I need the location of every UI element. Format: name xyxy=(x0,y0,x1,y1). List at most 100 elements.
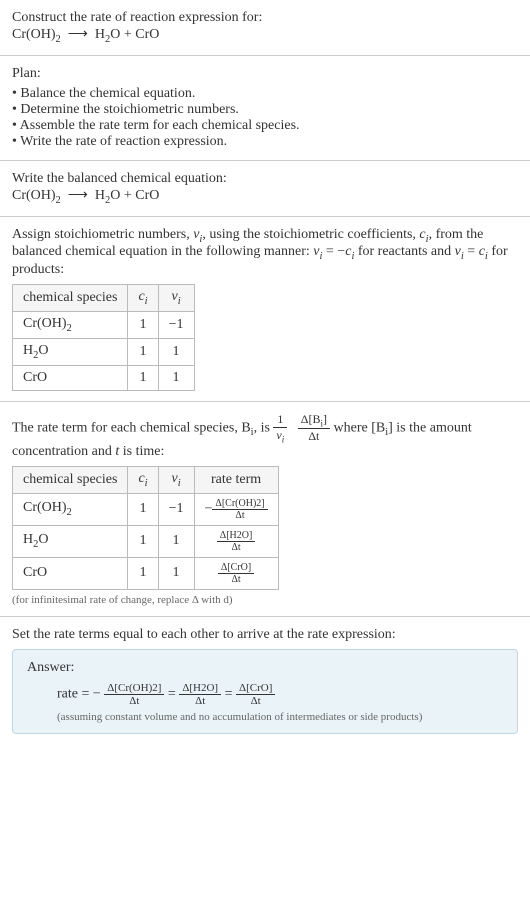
sp-sub: 2 xyxy=(67,323,72,334)
answer-label: Answer: xyxy=(27,660,503,676)
sp-a: CrO xyxy=(23,565,47,580)
table-row: CrO 1 1 xyxy=(13,365,195,390)
table-row: H2O 1 1 xyxy=(13,338,195,365)
plan-label: Plan: xyxy=(12,66,518,82)
answer-rate: rate = − Δ[Cr(OH)2]Δt = Δ[H2O]Δt = Δ[CrO… xyxy=(57,682,503,707)
beq-lhs-sub: 2 xyxy=(56,195,61,206)
rate-frac: Δ[H2O]Δt xyxy=(217,530,256,553)
sp-b: O xyxy=(38,532,48,547)
rt-frac2: Δ[Bi] Δt xyxy=(298,412,330,444)
intro-section: Construct the rate of reaction expressio… xyxy=(0,0,530,56)
sp-a: CrO xyxy=(23,370,47,385)
td-species: Cr(OH)2 xyxy=(13,493,128,525)
table-header-row: chemical species ci νi xyxy=(13,285,195,312)
plan-item: Balance the chemical equation. xyxy=(12,86,518,102)
ans-f3: Δ[CrO]Δt xyxy=(236,682,275,707)
th-nu-sub: i xyxy=(178,296,181,307)
th-nu-sub: i xyxy=(178,478,181,489)
final-section: Set the rate terms equal to each other t… xyxy=(0,617,530,744)
td-species: CrO xyxy=(13,365,128,390)
th-nu: νi xyxy=(158,466,194,493)
td-c: 1 xyxy=(128,525,158,557)
th-c-sub: i xyxy=(145,296,148,307)
rel2-eq: = xyxy=(464,244,479,259)
th-species: chemical species xyxy=(13,285,128,312)
rt-f2-num: Δ[Bi] xyxy=(298,412,330,429)
ans-f1: Δ[Cr(OH)2]Δt xyxy=(104,682,164,707)
stoich-table: chemical species ci νi Cr(OH)2 1 −1 H2O … xyxy=(12,284,195,390)
td-rate: Δ[CrO]Δt xyxy=(194,557,278,589)
td-nu: −1 xyxy=(158,493,194,525)
sp-a: Cr(OH) xyxy=(23,316,67,331)
final-label: Set the rate terms equal to each other t… xyxy=(12,627,518,643)
rt-f1-den-sub: i xyxy=(282,434,285,444)
rt-f2-den-t: Δt xyxy=(308,429,319,443)
table-row: H2O 1 1 Δ[H2O]Δt xyxy=(13,525,279,557)
table-row: Cr(OH)2 1 −1 xyxy=(13,311,195,338)
stoich-text-a: Assign stoichiometric numbers, xyxy=(12,227,193,242)
rate-den: Δt xyxy=(212,510,267,521)
ans-f1-den: Δt xyxy=(104,695,164,707)
rate-neg: − xyxy=(205,501,213,516)
rt-a: The rate term for each chemical species,… xyxy=(12,420,251,435)
sp-a: H xyxy=(23,343,33,358)
th-c: ci xyxy=(128,466,158,493)
sp-sub: 2 xyxy=(67,507,72,518)
th-rate: rate term xyxy=(194,466,278,493)
intro-title: Construct the rate of reaction expressio… xyxy=(12,10,518,26)
eq-lhs-sub: 2 xyxy=(56,34,61,45)
stoich-text: Assign stoichiometric numbers, νi, using… xyxy=(12,227,518,279)
rt-f1-den: νi xyxy=(273,428,287,444)
plan-list: Balance the chemical equation. Determine… xyxy=(12,86,518,150)
ans-f1-num: Δ[Cr(OH)2] xyxy=(104,682,164,695)
plan-item: Assemble the rate term for each chemical… xyxy=(12,118,518,134)
th-species: chemical species xyxy=(13,466,128,493)
eq-lhs: Cr(OH) xyxy=(12,27,56,42)
ans-f3-num: Δ[CrO] xyxy=(236,682,275,695)
sp-a: H xyxy=(23,532,33,547)
rate-num: Δ[H2O] xyxy=(217,530,256,542)
th-nu: νi xyxy=(158,285,194,312)
rateterm-table: chemical species ci νi rate term Cr(OH)2… xyxy=(12,466,279,590)
rate-num: Δ[CrO] xyxy=(218,562,254,574)
rateterm-note: (for infinitesimal rate of change, repla… xyxy=(12,594,518,606)
sp-b: O xyxy=(38,343,48,358)
td-nu: 1 xyxy=(158,557,194,589)
td-nu: 1 xyxy=(158,338,194,365)
rt-c: where [B xyxy=(334,420,386,435)
eq-rhs-a: H xyxy=(95,27,105,42)
ans-f2-num: Δ[H2O] xyxy=(179,682,221,695)
td-species: H2O xyxy=(13,525,128,557)
table-row: CrO 1 1 Δ[CrO]Δt xyxy=(13,557,279,589)
beq-rhs-a: H xyxy=(95,188,105,203)
ans-eq2: = xyxy=(225,686,236,701)
rt-f2-num-b: ] xyxy=(323,412,327,426)
ans-f2: Δ[H2O]Δt xyxy=(179,682,221,707)
answer-box: Answer: rate = − Δ[Cr(OH)2]Δt = Δ[H2O]Δt… xyxy=(12,649,518,734)
td-c: 1 xyxy=(128,493,158,525)
td-c: 1 xyxy=(128,338,158,365)
td-c: 1 xyxy=(128,311,158,338)
td-c: 1 xyxy=(128,365,158,390)
beq-arrow: ⟶ xyxy=(68,188,88,203)
rt-e: is time: xyxy=(119,444,164,459)
rateterm-section: The rate term for each chemical species,… xyxy=(0,402,530,617)
td-rate: Δ[H2O]Δt xyxy=(194,525,278,557)
td-c: 1 xyxy=(128,557,158,589)
th-c-sub: i xyxy=(145,478,148,489)
td-species: CrO xyxy=(13,557,128,589)
td-nu: 1 xyxy=(158,525,194,557)
rate-frac: Δ[Cr(OH)2]Δt xyxy=(212,498,267,521)
rt-frac1: 1 νi xyxy=(273,412,287,444)
rateterm-text: The rate term for each chemical species,… xyxy=(12,412,518,460)
rel1-eq: = − xyxy=(322,244,345,259)
rate-den: Δt xyxy=(218,574,254,585)
eq-arrow: ⟶ xyxy=(68,27,88,42)
stoich-section: Assign stoichiometric numbers, νi, using… xyxy=(0,217,530,402)
ans-rate-prefix: rate = − xyxy=(57,686,101,701)
intro-equation: Cr(OH)2 ⟶ H2O + CrO xyxy=(12,26,518,45)
beq-lhs: Cr(OH) xyxy=(12,188,56,203)
sp-a: Cr(OH) xyxy=(23,500,67,515)
plan-item: Write the rate of reaction expression. xyxy=(12,134,518,150)
th-c: ci xyxy=(128,285,158,312)
